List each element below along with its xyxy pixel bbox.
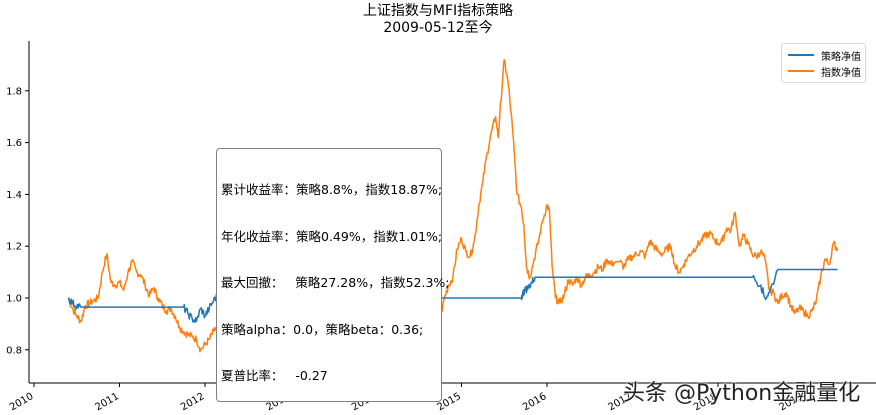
y-tick-label: 1.4 — [6, 190, 22, 201]
legend-swatch-strategy — [788, 54, 814, 56]
stat-cumulative-return: 累计收益率：策略8.8%，指数18.87%; — [221, 182, 443, 197]
stat-max-drawdown: 最大回撤： 策略27.28%，指数52.3%; — [221, 275, 450, 290]
y-tick-label: 1.6 — [6, 138, 22, 149]
x-tick-label: 2010 — [8, 391, 36, 413]
chart-title-line2: 2009-05-12至今 — [383, 20, 493, 36]
stat-annualized-return: 年化收益率：策略0.49%，指数1.01%; — [221, 228, 443, 244]
chart-legend: 策略净值 指数净值 — [781, 43, 866, 83]
legend-swatch-index — [788, 70, 814, 72]
y-tick-label: 1.8 — [6, 86, 22, 97]
legend-label-index: 指数净值 — [821, 67, 861, 79]
stats-annotation-box: 累计收益率：策略8.8%，指数18.87%; 年化收益率：策略0.49%，指数1… — [216, 148, 450, 402]
series-layer — [67, 58, 839, 369]
x-tick-label: 2011 — [93, 391, 121, 413]
y-axis-ticks: 0.8 1.0 1.2 1.4 1.6 1.8 — [6, 86, 29, 356]
x-tick-label: 2016 — [521, 391, 549, 413]
stat-alpha-beta: 策略alpha：0.0，策略beta：0.36; — [221, 321, 424, 337]
index-nav-line — [67, 58, 839, 369]
y-tick-label: 1.0 — [6, 294, 22, 305]
plot-area: 0.81.01.21.41.61.8 2010 2011 2012 2013 2014 2… — [6, 41, 876, 413]
stat-sharpe-ratio: 夏普比率： -0.27 — [221, 368, 328, 383]
chart-title-line1: 上证指数与MFI指标策略 — [362, 3, 514, 19]
watermark: 头条 @Python金融量化 — [623, 381, 861, 406]
legend-item-strategy: 策略净值 — [788, 48, 861, 63]
chart-title: 上证指数与MFI指标策略 2009-05-12至今 — [0, 3, 876, 37]
legend-item-index: 指数净值 — [788, 64, 861, 79]
x-tick-label: 2012 — [179, 391, 207, 413]
y-tick-label: 1.2 — [6, 242, 22, 253]
legend-label-strategy: 策略净值 — [821, 51, 861, 63]
y-tick-label: 0.8 — [6, 345, 22, 356]
